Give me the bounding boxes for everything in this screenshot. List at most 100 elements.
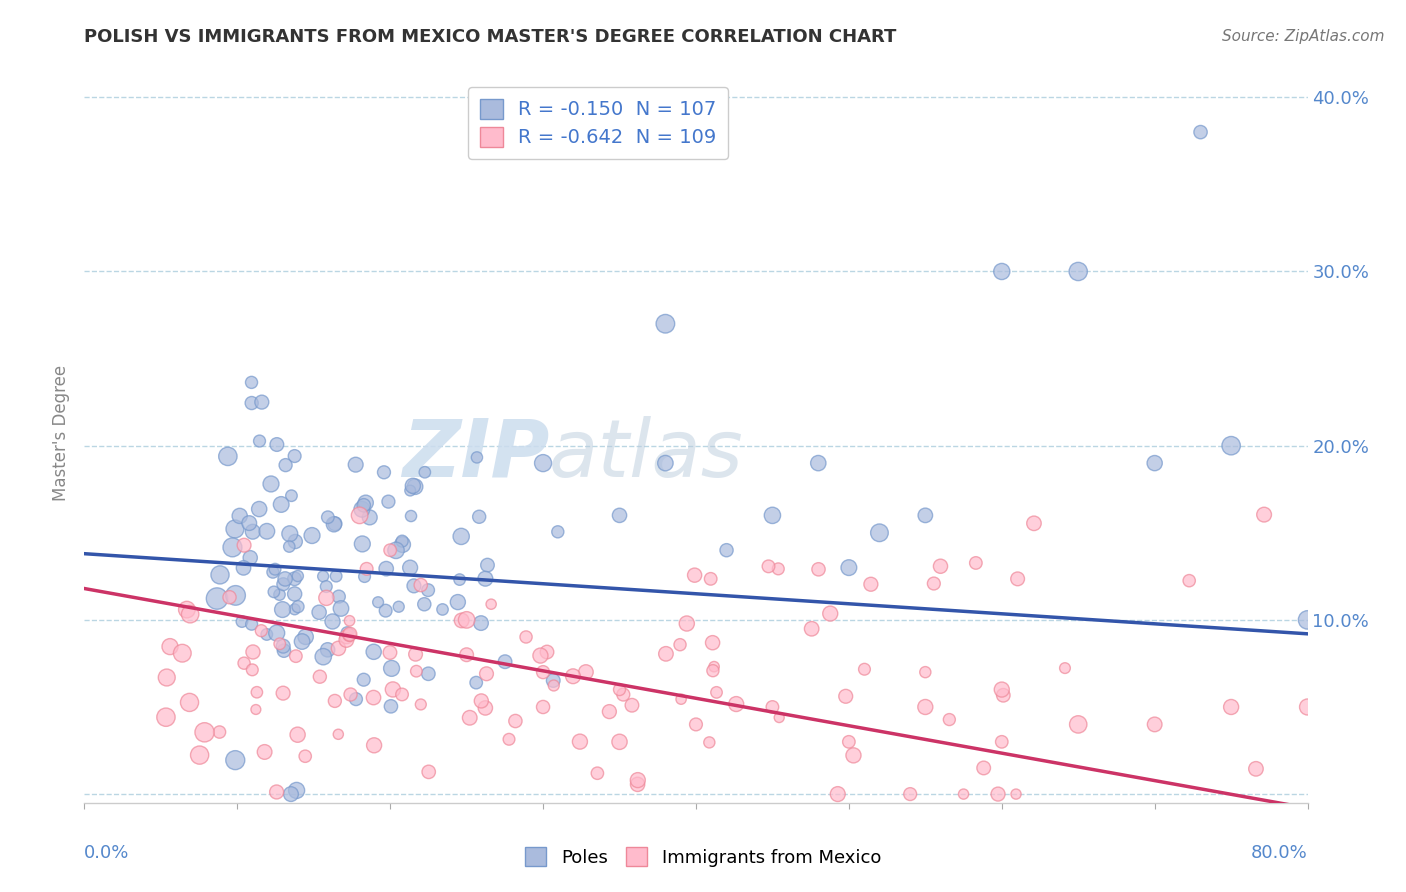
Point <box>266 785 288 799</box>
Point <box>278 526 301 541</box>
Point <box>914 665 936 680</box>
Point <box>685 717 707 731</box>
Point <box>308 605 330 619</box>
Point <box>1007 572 1029 586</box>
Point <box>449 573 471 587</box>
Point <box>291 634 314 648</box>
Point <box>1005 787 1028 801</box>
Point <box>242 645 264 659</box>
Point <box>626 777 648 791</box>
Point <box>475 666 498 681</box>
Point <box>474 701 496 715</box>
Point <box>479 597 502 611</box>
Point <box>1220 439 1243 453</box>
Point <box>562 669 585 683</box>
Point <box>270 498 292 512</box>
Point <box>339 627 361 641</box>
Point <box>381 661 404 675</box>
Point <box>278 540 301 554</box>
Point <box>159 640 181 654</box>
Point <box>344 692 367 706</box>
Point <box>1327 682 1350 697</box>
Point <box>391 537 413 551</box>
Point <box>716 543 738 558</box>
Point <box>155 710 177 724</box>
Point <box>468 509 491 524</box>
Point <box>531 665 554 680</box>
Point <box>1253 508 1275 522</box>
Point <box>761 700 783 714</box>
Point <box>1053 661 1076 675</box>
Point <box>217 450 239 464</box>
Point <box>706 685 728 699</box>
Point <box>262 565 284 579</box>
Point <box>285 783 308 797</box>
Point <box>367 595 389 609</box>
Point <box>208 725 231 739</box>
Point <box>374 604 396 618</box>
Point <box>800 622 823 636</box>
Point <box>354 496 377 510</box>
Point <box>1067 264 1090 278</box>
Point <box>247 502 270 516</box>
Point <box>531 700 554 714</box>
Point <box>399 483 422 498</box>
Point <box>322 517 344 532</box>
Point <box>991 735 1014 749</box>
Point <box>336 625 359 640</box>
Point <box>359 510 381 524</box>
Point <box>316 510 339 524</box>
Point <box>339 688 361 702</box>
Point <box>399 509 422 524</box>
Point <box>914 700 936 714</box>
Point <box>224 522 246 536</box>
Point <box>269 588 291 602</box>
Point <box>409 698 432 712</box>
Point <box>238 516 260 530</box>
Point <box>418 764 440 779</box>
Point <box>312 569 335 583</box>
Point <box>838 735 860 749</box>
Point <box>1178 574 1201 588</box>
Point <box>330 601 353 615</box>
Point <box>470 694 492 708</box>
Point <box>416 583 439 598</box>
Point <box>413 465 436 479</box>
Point <box>702 664 724 678</box>
Point <box>1022 516 1045 531</box>
Point <box>246 685 269 699</box>
Point <box>402 479 425 493</box>
Point <box>271 602 294 616</box>
Point <box>380 543 402 558</box>
Point <box>325 569 347 583</box>
Point <box>284 602 307 616</box>
Point <box>391 688 413 702</box>
Point <box>399 560 422 574</box>
Point <box>922 576 945 591</box>
Point <box>280 489 302 503</box>
Point <box>284 649 307 664</box>
Point <box>363 690 385 705</box>
Point <box>458 711 481 725</box>
Point <box>768 562 790 576</box>
Point <box>323 516 346 531</box>
Point <box>350 502 373 516</box>
Point <box>294 630 316 644</box>
Point <box>363 739 385 753</box>
Point <box>253 745 276 759</box>
Point <box>929 559 952 574</box>
Point <box>287 569 309 583</box>
Point <box>536 645 558 659</box>
Point <box>316 642 339 657</box>
Point <box>242 524 264 539</box>
Point <box>315 591 337 605</box>
Point <box>586 766 609 780</box>
Point <box>1189 125 1212 139</box>
Point <box>256 524 278 539</box>
Point <box>991 682 1014 697</box>
Point <box>385 543 408 558</box>
Point <box>344 458 367 472</box>
Point <box>250 624 273 638</box>
Point <box>308 670 330 684</box>
Point <box>381 682 404 697</box>
